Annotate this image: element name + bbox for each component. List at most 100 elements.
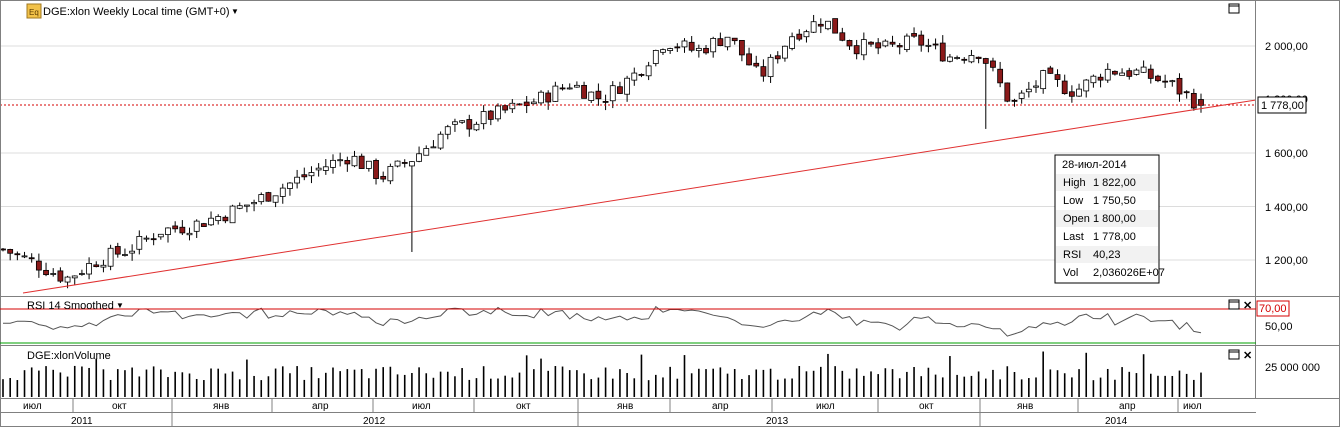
month-label: окт (516, 401, 531, 412)
candle-up (229, 205, 236, 224)
candle-down (35, 260, 42, 271)
candle-up (860, 39, 867, 56)
info-value: 40,23 (1093, 249, 1121, 261)
candle-up (1040, 70, 1047, 90)
candle-down (581, 84, 587, 99)
candle-down (760, 66, 767, 77)
candle-up (810, 21, 817, 33)
candle-up (322, 166, 329, 171)
time-axis: июл окт янв апр июл окт янв апр июл окт янв апр июл 2… (23, 398, 1202, 427)
candle-down (1126, 70, 1133, 77)
volume-panel-title[interactable]: DGE:xlonVolume (27, 350, 111, 362)
candle-up (71, 275, 78, 279)
year-label: 2013 (766, 416, 789, 427)
candle-down (889, 41, 896, 45)
candle-up (244, 204, 250, 207)
info-value: 2,036026E+07 (1093, 267, 1165, 279)
volume-panel-maximize-icon[interactable] (1228, 349, 1240, 360)
info-label: Vol (1063, 267, 1078, 279)
rsi-dropdown-icon[interactable]: ▼ (116, 301, 124, 310)
info-value: 1 778,00 (1093, 231, 1136, 243)
info-date: 28-июл-2014 (1062, 159, 1127, 171)
candle-up (236, 205, 243, 209)
candle-up (968, 55, 975, 63)
rsi-panel-maximize-icon[interactable] (1228, 299, 1240, 310)
candle-down (7, 249, 14, 254)
candle-up (631, 72, 638, 81)
candle-down (1147, 68, 1154, 79)
candle-down (1176, 77, 1183, 95)
month-label: июл (23, 401, 42, 412)
trend-line[interactable] (22, 99, 1257, 294)
candle-down (1183, 91, 1190, 94)
candle-up (782, 45, 788, 59)
candle-up (710, 37, 717, 53)
candle-up (423, 148, 430, 156)
candle-up (308, 172, 315, 177)
symbol-badge[interactable] (26, 3, 42, 19)
volume-panel-close-icon[interactable]: ✕ (1243, 350, 1252, 362)
candle-up (100, 264, 107, 268)
candle-up (552, 85, 559, 102)
candle-up (588, 91, 595, 101)
candle-up (573, 84, 580, 88)
month-label: апр (712, 401, 729, 412)
candle-down (1190, 92, 1197, 109)
candle-up (1033, 85, 1039, 88)
candle-up (947, 56, 953, 62)
candle-down (846, 40, 853, 47)
candle-down (961, 58, 968, 61)
price-tick: 2 000,00 (1265, 41, 1308, 53)
candle-down (738, 39, 745, 56)
candle-up (1119, 72, 1125, 76)
rsi-panel-title[interactable]: RSI 14 Smoothed (27, 300, 114, 312)
info-label: Open (1063, 213, 1090, 225)
candle-down (1068, 91, 1075, 97)
candle-down (638, 74, 645, 76)
candle-up (294, 176, 301, 184)
candle-down (28, 257, 35, 260)
candle-up (215, 216, 222, 222)
candle-up (660, 49, 666, 53)
candle-down (832, 18, 839, 34)
candle-down (717, 38, 724, 47)
candle-up (1104, 68, 1111, 81)
candle-down (43, 269, 49, 276)
candle-down (1047, 67, 1054, 74)
candle-up (903, 35, 910, 50)
rsi-line (2, 305, 1202, 337)
candle-down (559, 87, 566, 90)
price-tick: 1 600,00 (1265, 148, 1308, 160)
candle-up (258, 194, 265, 203)
candle-up (1090, 75, 1097, 84)
candle-down (896, 45, 903, 48)
candle-up (129, 250, 136, 254)
candle-down (200, 223, 207, 227)
rsi-panel-close-icon[interactable]: ✕ (1243, 300, 1252, 312)
candle-up (107, 247, 114, 267)
candle-up (430, 146, 437, 149)
candle-down (1155, 75, 1161, 82)
candle-up (1018, 92, 1025, 99)
rsi-level-box (1256, 300, 1290, 317)
chart-title[interactable]: DGE:xlon Weekly Local time (GMT+0) (43, 6, 230, 18)
year-label: 2012 (363, 416, 386, 427)
candle-down (93, 264, 100, 268)
candle-down (753, 62, 760, 67)
rsi-axis-label: 50,00 (1265, 321, 1293, 333)
candle-down (688, 41, 695, 51)
candle-down (523, 101, 530, 107)
candle-up (337, 159, 344, 162)
candle-up (351, 155, 358, 167)
candle-down (373, 159, 379, 179)
candle-up (724, 36, 731, 48)
candle-up (530, 101, 537, 105)
price-panel-maximize-icon[interactable] (1228, 3, 1240, 14)
last-price-box (1257, 96, 1307, 114)
candle-down (932, 43, 939, 46)
chart-title-dropdown-icon[interactable]: ▼ (231, 7, 239, 16)
candle-up (365, 160, 372, 169)
month-label: июл (412, 401, 431, 412)
candle-up (50, 273, 57, 275)
